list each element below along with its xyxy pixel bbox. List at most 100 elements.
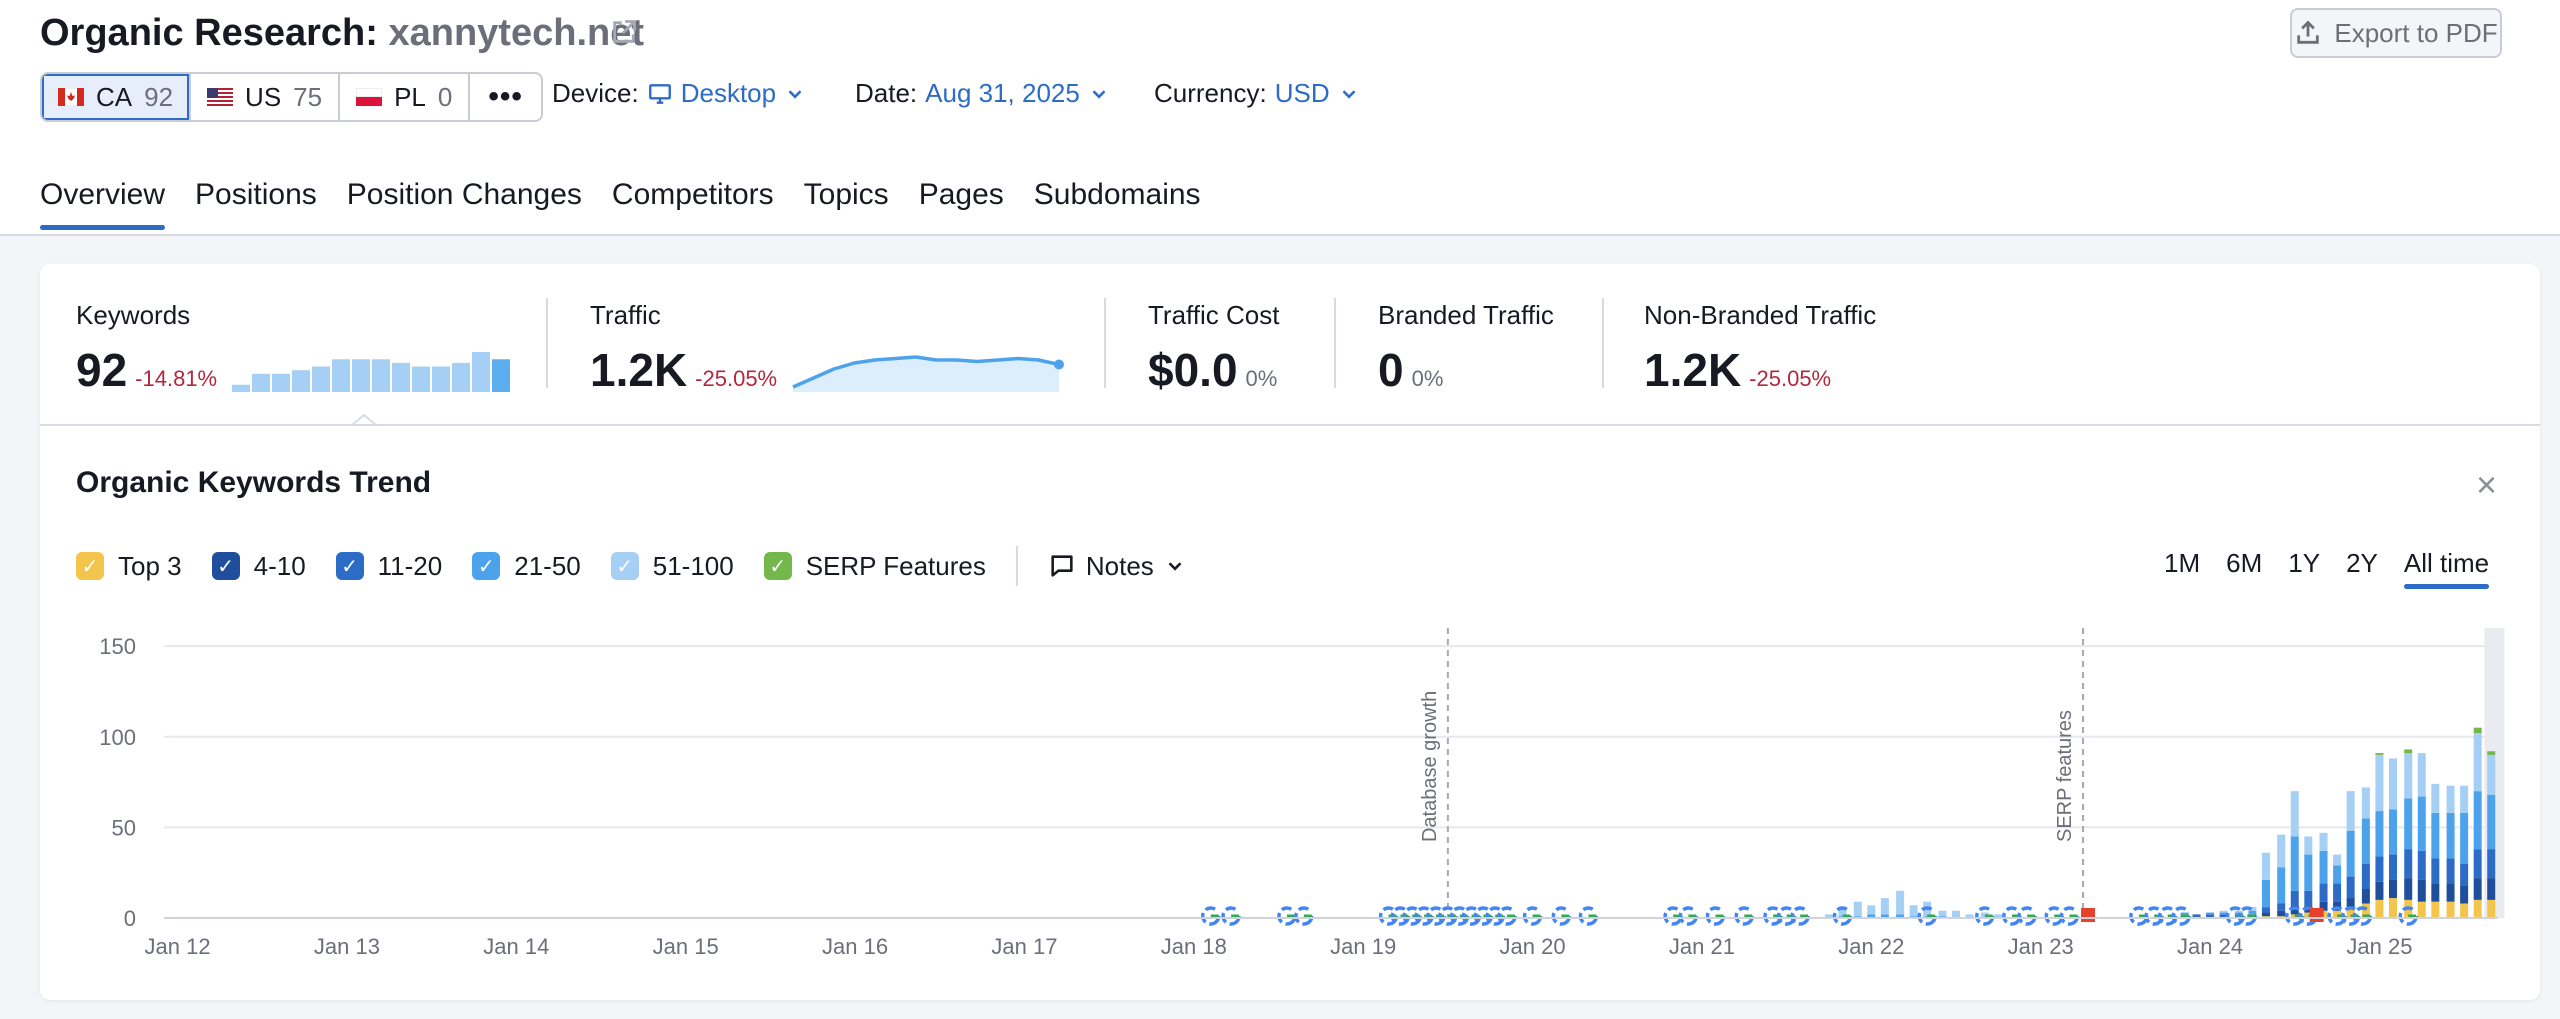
legend-21-50[interactable]: ✓ 21-50 [472, 551, 581, 582]
x-tick-label: Jan 16 [822, 934, 888, 959]
google-serp-icon[interactable] [1277, 906, 1297, 926]
database-pl[interactable]: PL 0 [340, 74, 471, 120]
database-code: PL [394, 81, 426, 112]
chart-bar-51-100 [1951, 910, 1960, 918]
metric-non-branded-traffic[interactable]: Non-Branded Traffic 1.2K -25.05% [1644, 300, 1876, 397]
legend-top-3[interactable]: ✓ Top 3 [76, 551, 182, 582]
range-6m[interactable]: 6M [2226, 548, 2263, 578]
chart-bar-top-3 [2460, 903, 2469, 918]
google-serp-icon[interactable] [1790, 906, 1810, 926]
google-serp-icon[interactable] [1678, 906, 1699, 926]
chart-bar-21-50 [2361, 818, 2370, 864]
google-serp-icon[interactable] [1734, 906, 1755, 926]
legend-label: Top 3 [118, 550, 182, 581]
chart-bar-51-100 [1853, 901, 1862, 917]
tab-topics[interactable]: Topics [803, 178, 889, 211]
export-to-pdf-button[interactable]: Export to PDF [2290, 8, 2502, 58]
metric-traffic[interactable]: Traffic 1.2K -25.05% [590, 300, 1071, 397]
tab-overview[interactable]: Overview [40, 178, 166, 230]
date-label: Date: [855, 78, 918, 108]
page-title-domain[interactable]: xannytech.net [388, 12, 645, 54]
database-us[interactable]: US 75 [191, 74, 341, 120]
keywords-spark-bar [252, 373, 271, 392]
date-selector[interactable]: Date: Aug 31, 2025 [855, 78, 1110, 109]
legend-51-100[interactable]: ✓ 51-100 [610, 551, 734, 582]
google-serp-icon[interactable] [1705, 906, 1726, 926]
x-tick-label: Jan 22 [1838, 934, 1904, 959]
google-serp-icon[interactable] [1294, 906, 1314, 926]
google-serp-icon[interactable] [1975, 906, 1995, 926]
chart-bar-11-20 [2446, 858, 2455, 884]
tab-subdomains[interactable]: Subdomains [1033, 178, 1201, 211]
chart-bar-11-20 [2361, 863, 2370, 889]
x-tick-label: Jan 23 [2008, 934, 2074, 959]
chart-bar-4-10 [2361, 889, 2370, 904]
chart-bar-51-100 [2361, 787, 2370, 819]
range-all-time[interactable]: All time [2403, 548, 2490, 589]
tab-positions[interactable]: Positions [195, 178, 317, 211]
x-tick-label: Jan 18 [1161, 934, 1227, 959]
notes-dropdown[interactable]: Notes [1048, 551, 1186, 582]
metric-branded-traffic[interactable]: Branded Traffic 0 0% [1378, 300, 1554, 397]
google-serp-icon[interactable] [1221, 906, 1241, 926]
chart-bar-51-100 [2248, 907, 2257, 911]
chart-bar-51-100 [1880, 898, 1889, 915]
chart-bar-top-3 [2446, 901, 2455, 918]
google-serp-icon[interactable] [1551, 906, 1572, 926]
google-serp-icon[interactable] [2017, 906, 2037, 926]
close-icon[interactable]: × [2476, 464, 2498, 505]
x-tick-label: Jan 12 [145, 934, 211, 959]
metric-value: 1.2K [1644, 344, 1742, 396]
metric-separator [1602, 298, 1604, 388]
google-serp-icon[interactable] [1917, 906, 1937, 926]
tab-competitors[interactable]: Competitors [611, 178, 774, 211]
currency-label: Currency: [1154, 78, 1267, 108]
metric-traffic-cost[interactable]: Traffic Cost $0.0 0% [1148, 300, 1279, 397]
google-serp-icon[interactable] [2059, 906, 2080, 926]
chevron-down-icon [1168, 562, 1182, 571]
organic-keywords-chart[interactable]: 0 50 100 150 Jan 12 Jan 13 Jan 14 Jan 15 Jan 16 J… [40, 618, 2540, 988]
metric-value: 0 [1378, 344, 1404, 396]
range-1m[interactable]: 1M [2164, 548, 2201, 578]
range-2y[interactable]: 2Y [2346, 548, 2378, 578]
time-range-selector: 1M 6M 1Y 2Y All time [2164, 548, 2490, 589]
chart-bar-serp-features [2487, 751, 2496, 755]
google-serp-icon[interactable] [2352, 906, 2373, 926]
chart-bar-11-20 [2319, 883, 2328, 902]
google-serp-icon[interactable] [1497, 906, 1517, 926]
legend-serp-features[interactable]: ✓ SERP Features [763, 551, 986, 582]
chart-bar-21-50 [2417, 796, 2426, 851]
google-serp-icon[interactable] [1200, 906, 1221, 926]
google-serp-icon[interactable] [2398, 906, 2418, 926]
chart-bar-4-10 [2333, 901, 2342, 911]
google-serp-icon[interactable] [2237, 906, 2258, 926]
device-selector[interactable]: Device: Desktop [552, 78, 806, 109]
legend-4-10[interactable]: ✓ 4-10 [211, 551, 306, 582]
range-1y[interactable]: 1Y [2288, 548, 2321, 578]
external-link-icon[interactable] [610, 18, 638, 46]
chart-bar-21-50 [2446, 812, 2455, 859]
keywords-spark-bar [412, 366, 431, 392]
google-serp-icon[interactable] [1578, 906, 1599, 926]
database-code: CA [96, 81, 133, 112]
google-serp-icon[interactable] [1522, 906, 1543, 926]
legend-separator [1015, 546, 1018, 586]
tab-pages[interactable]: Pages [918, 178, 1004, 211]
tab-position-changes[interactable]: Position Changes [346, 178, 582, 211]
chart-bar-11-20 [2219, 914, 2228, 917]
metric-keywords[interactable]: Keywords 92 -14.81% [76, 300, 511, 397]
metric-label: Keywords [76, 300, 191, 330]
legend-11-20[interactable]: ✓ 11-20 [335, 551, 442, 582]
database-ca[interactable]: CA 92 [42, 74, 192, 120]
metric-delta: -14.81% [135, 366, 218, 391]
more-databases-button[interactable]: ••• [488, 80, 523, 113]
currency-selector[interactable]: Currency: USD [1154, 78, 1360, 109]
google-serp-icon[interactable] [2171, 906, 2192, 926]
chevron-down-icon [788, 89, 802, 99]
chart-bar-4-10 [2261, 912, 2270, 917]
keywords-spark-bar [312, 366, 331, 392]
metric-value: 92 [76, 344, 128, 396]
chart-bar-21-50 [2431, 812, 2440, 859]
google-serp-icon[interactable] [1832, 906, 1853, 926]
chart-bar-21-50 [2404, 798, 2413, 850]
